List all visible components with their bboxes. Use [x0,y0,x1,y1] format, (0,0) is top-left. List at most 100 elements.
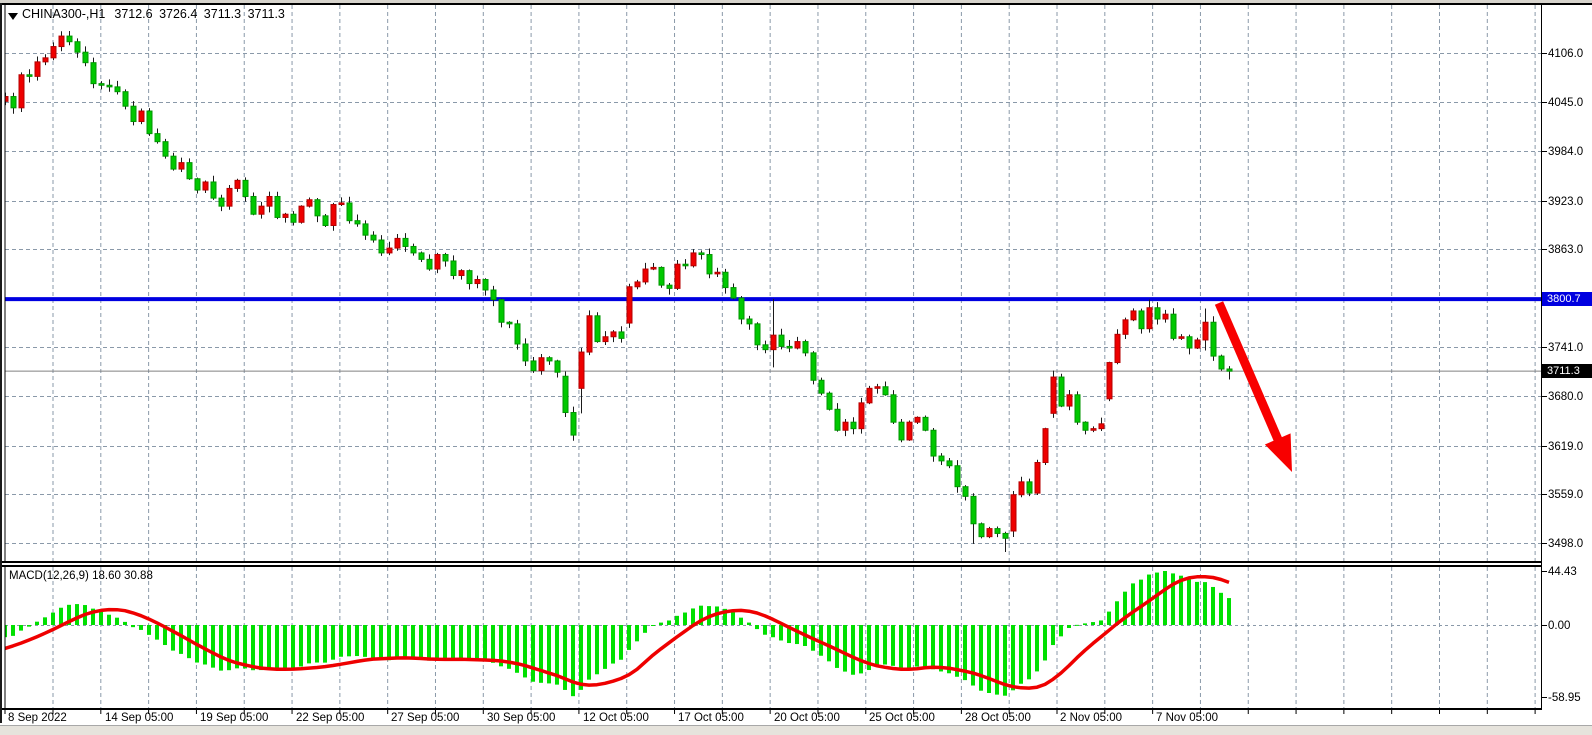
macd-histogram-bar [1171,573,1175,625]
macd-histogram-bar [499,625,503,667]
candle-up [1146,307,1153,330]
macd-histogram-bar [291,625,295,669]
candle-down [1026,481,1033,494]
macd-axis-label[interactable]: -58.95 [1548,692,1581,704]
macd-histogram-bar [611,625,615,664]
macd-histogram-bar [435,625,439,660]
candle-down [834,408,841,431]
candle-down [490,289,497,301]
candle-down [74,41,81,53]
macd-histogram-bar [547,625,551,684]
macd-axis-label[interactable]: 0.00 [1548,620,1570,632]
price-axis-label[interactable]: 3680.0 [1548,391,1583,403]
candle-down [26,74,33,77]
macd-histogram-bar [947,625,951,674]
trend-arrow-shaft[interactable] [1214,301,1284,445]
candle-up [306,199,313,207]
price-axis-label[interactable]: 3741.0 [1548,342,1583,354]
candle-up [458,270,465,276]
time-axis-label[interactable]: 8 Sep 2022 [8,712,67,724]
price-axis-label[interactable]: 3923.0 [1548,196,1583,208]
macd-histogram-bar [115,617,119,625]
candle-up [794,341,801,349]
price-axis-label[interactable]: 4045.0 [1548,97,1583,109]
candle-down [450,260,457,276]
candle-up [18,74,25,109]
time-axis-label[interactable]: 27 Sep 05:00 [391,712,459,724]
time-axis-label[interactable]: 30 Sep 05:00 [487,712,555,724]
macd-histogram-bar [123,621,127,625]
macd-histogram-bar [603,625,607,669]
macd-histogram-bar [267,625,271,669]
resistance-price-tag[interactable]: 3800.7 [1542,292,1592,306]
time-axis-label[interactable]: 12 Oct 05:00 [583,712,649,724]
macd-histogram-bar [163,625,167,646]
candle-down [90,62,97,85]
macd-histogram-bar [563,625,567,690]
macd-histogram-bar [691,608,695,625]
trend-arrow-head[interactable] [1264,433,1292,472]
candle-up [202,181,209,191]
price-axis-label[interactable]: 3498.0 [1548,538,1583,550]
candle-down [498,299,505,323]
candle-up [650,266,657,270]
macd-histogram-bar [931,625,935,670]
candle-down [594,315,601,343]
macd-histogram-bar [51,612,55,625]
time-axis-label[interactable]: 28 Oct 05:00 [965,712,1031,724]
candle-down [746,318,753,325]
macd-histogram-bar [995,625,999,695]
macd-histogram-bar [827,625,831,662]
candle-up [234,179,241,189]
symbol-dropdown-icon[interactable] [8,13,18,20]
macd-histogram-bar [539,625,543,683]
candle-up [1114,333,1121,364]
time-axis-label[interactable]: 19 Sep 05:00 [200,712,268,724]
macd-histogram-bar [507,625,511,669]
time-axis-label[interactable]: 2 Nov 05:00 [1060,712,1122,724]
candle-down [946,460,953,467]
candle-up [1034,461,1041,494]
macd-histogram-bar [675,615,679,625]
macd-histogram-bar [315,625,319,663]
panel-splitter-lower [2,565,1541,567]
macd-histogram-bar [131,625,135,628]
macd-histogram-bar [1195,581,1199,625]
macd-histogram-bar [619,625,623,660]
macd-histogram-bar [899,625,903,669]
time-axis-label[interactable]: 17 Oct 05:00 [678,712,744,724]
macd-histogram-bar [891,625,895,666]
macd-axis-label[interactable]: 44.43 [1548,566,1577,578]
time-axis-label[interactable]: 20 Oct 05:00 [774,712,840,724]
candle-up [714,271,721,275]
price-axis-label[interactable]: 4106.0 [1548,48,1583,60]
price-axis-label[interactable]: 3619.0 [1548,441,1583,453]
candle-up [386,247,393,254]
price-axis-label[interactable]: 3559.0 [1548,489,1583,501]
macd-histogram-bar [59,607,63,625]
macd-histogram-bar [1187,579,1191,625]
macd-histogram-bar [963,625,967,681]
candle-down [402,237,409,247]
time-axis-label[interactable]: 25 Oct 05:00 [869,712,935,724]
candle-down [114,86,121,93]
candle-down [122,91,129,107]
macd-histogram-bar [259,625,263,671]
time-axis-label[interactable]: 14 Sep 05:00 [105,712,173,724]
candle-down [354,220,361,225]
candle-down [1154,307,1161,320]
candle-down [274,195,281,218]
price-axis-label[interactable]: 3984.0 [1548,146,1583,158]
panel-splitter[interactable] [2,561,1541,563]
chart-title: CHINA300-,H1 3712.6 3726.4 3711.3 3711.3 [22,7,285,21]
time-axis-label[interactable]: 7 Nov 05:00 [1156,712,1218,724]
candle-down [786,345,793,349]
candle-up [1130,310,1137,321]
macd-histogram-bar [1131,583,1135,625]
macd-histogram-bar [355,625,359,657]
price-axis-label[interactable]: 3863.0 [1548,244,1583,256]
macd-histogram-bar [235,625,239,669]
macd-bottom-border [2,708,1542,710]
time-axis-label[interactable]: 22 Sep 05:00 [296,712,364,724]
